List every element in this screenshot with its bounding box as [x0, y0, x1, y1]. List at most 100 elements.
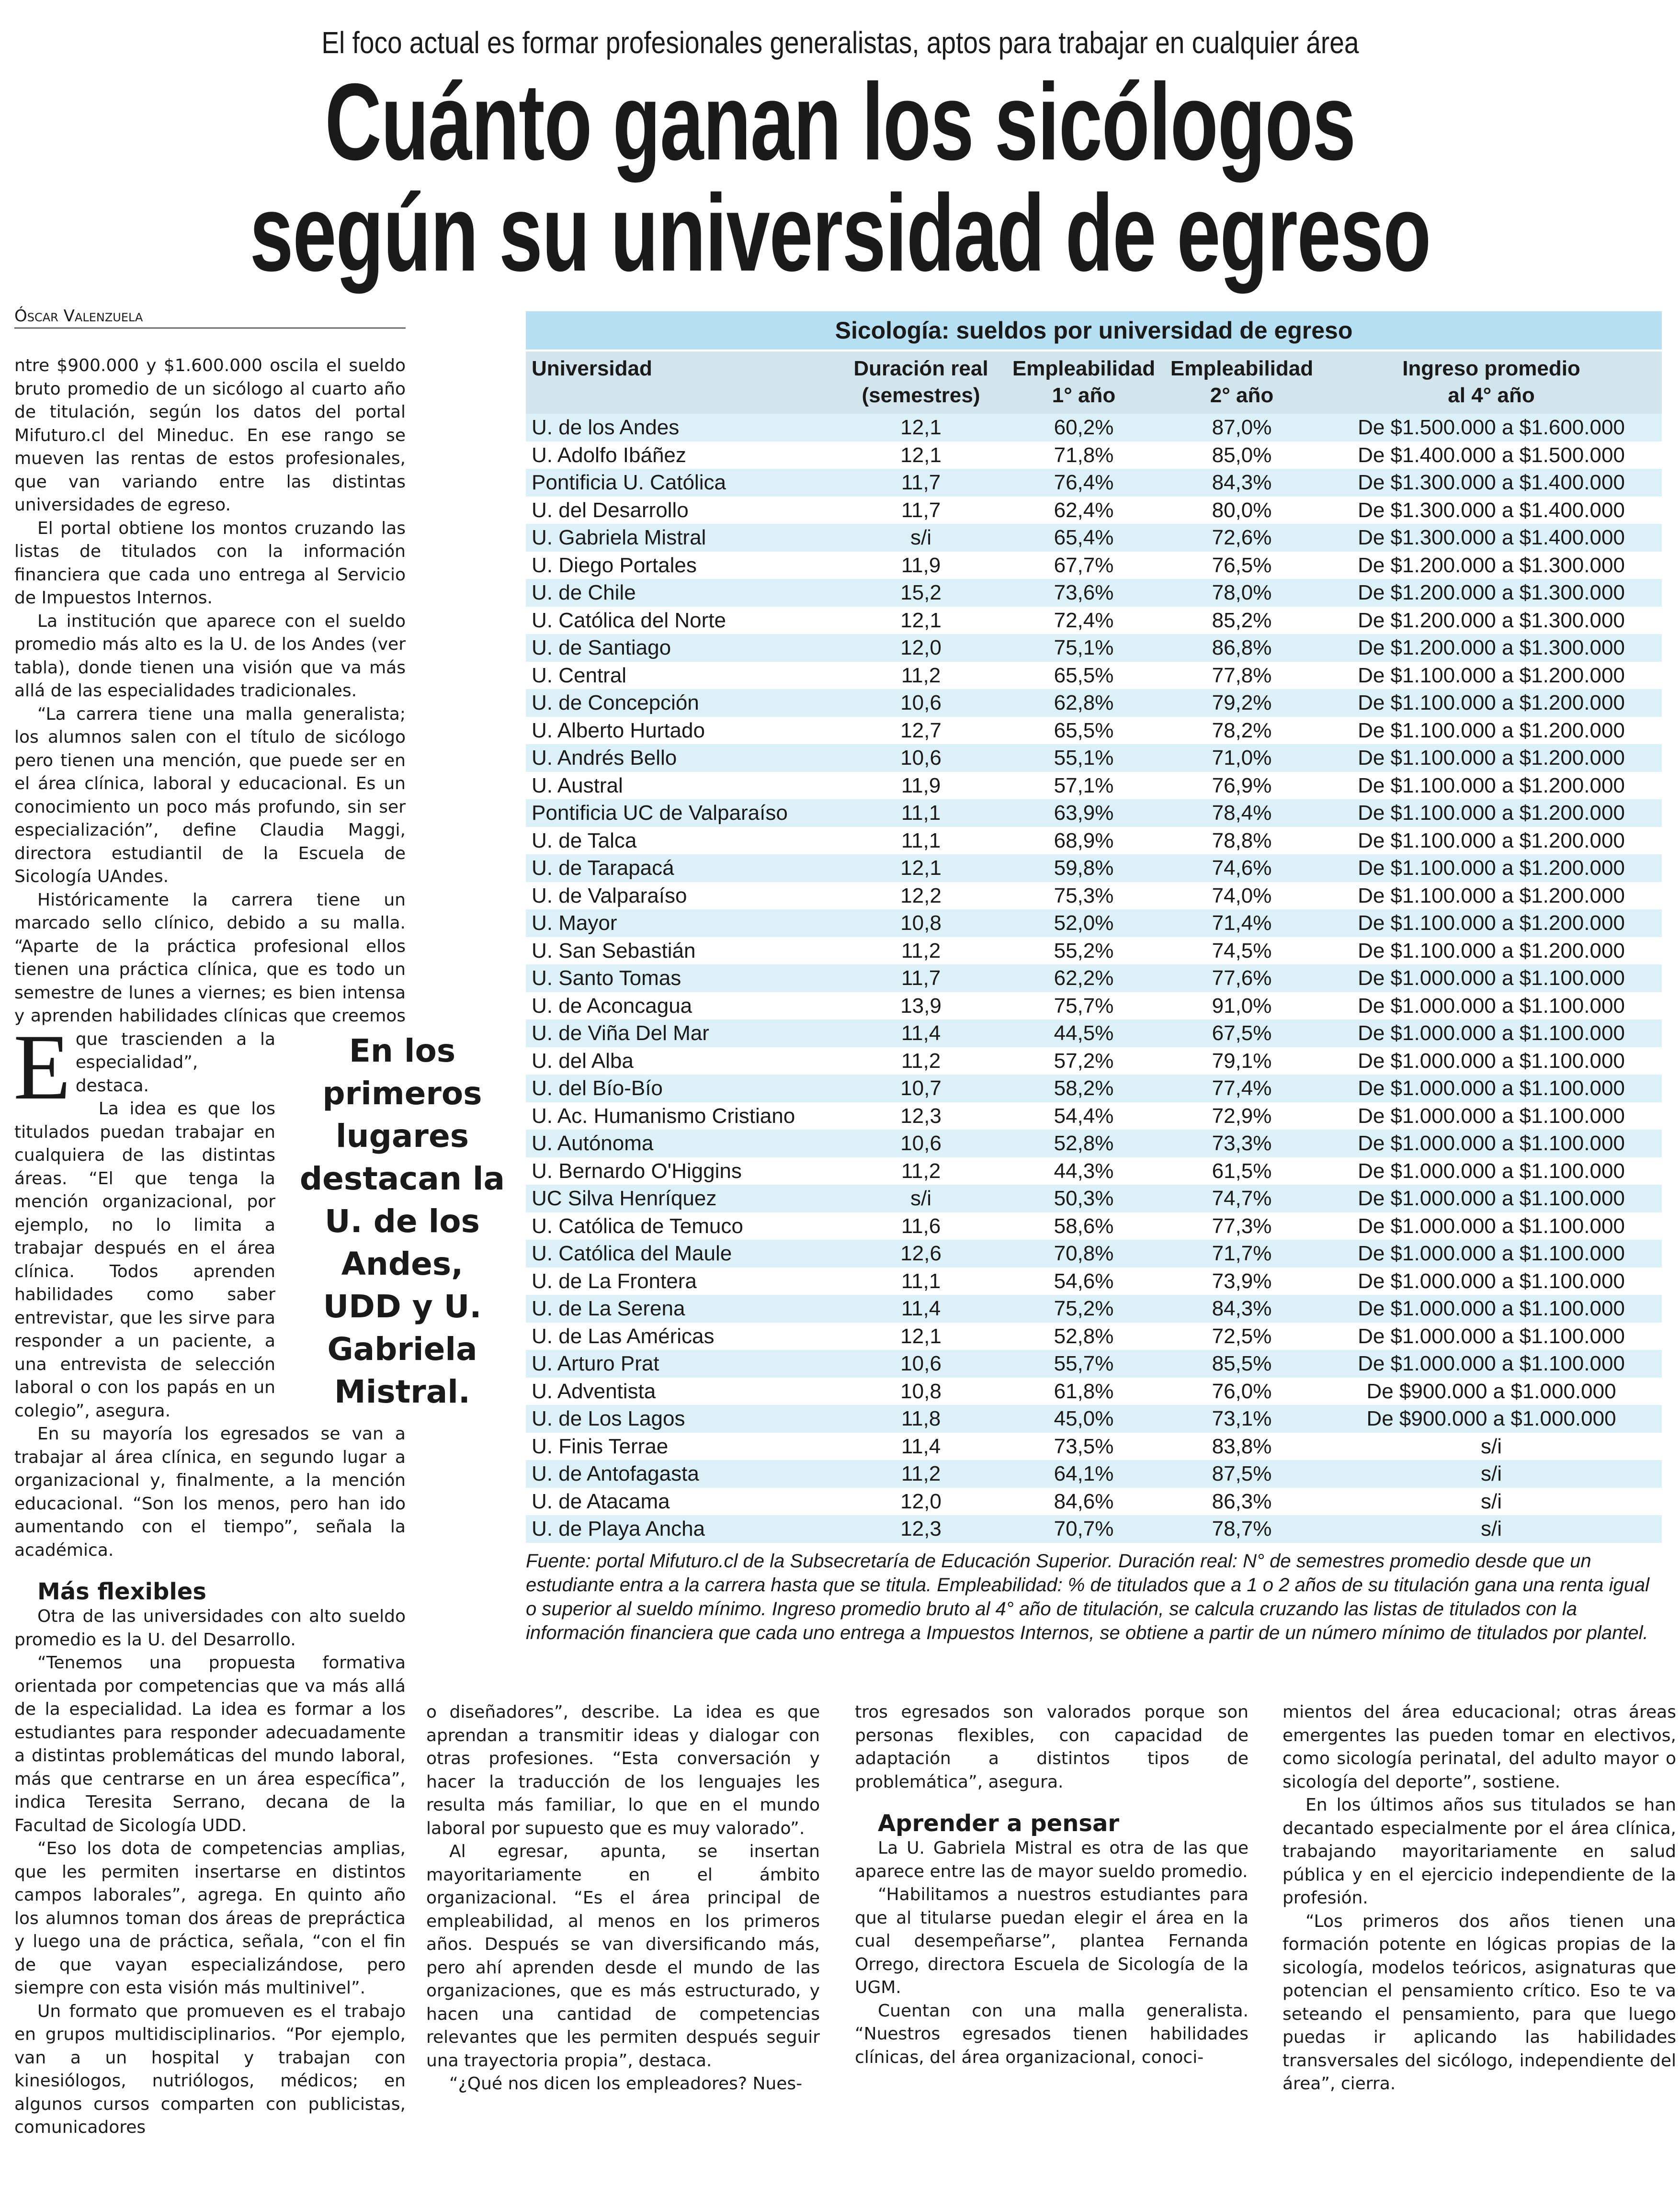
- table-cell: 44,3%: [1054, 1159, 1114, 1183]
- table-cell: s/i: [910, 1187, 931, 1210]
- paragraph: “¿Qué nos dicen los empleadores? Nues-: [426, 2072, 820, 2096]
- table-row: U. de Valparaíso 12,2 75,3% 74,0% De $1.100.…: [526, 882, 1662, 909]
- table-cell: 62,8%: [1054, 691, 1114, 714]
- table-cell: U. de Los Lagos: [532, 1407, 685, 1430]
- table-row: U. Autónoma 10,6 52,8% 73,3% De $1.000.000 a…: [526, 1130, 1662, 1157]
- table-row: Pontificia UC de Valparaíso 11,1 63,9% 78,4…: [526, 799, 1662, 827]
- column-header: Empleabilidad 1° año: [1005, 351, 1163, 414]
- table-cell: 11,7: [901, 498, 941, 522]
- pull-quote-text: En los primeros lugares destacan la U. d…: [299, 1032, 505, 1410]
- table-cell: 11,2: [901, 663, 941, 687]
- column-header: Duración real (semestres): [837, 351, 1005, 414]
- paragraph-text: “Eso los dota de competencias amplias, q…: [14, 1839, 406, 1998]
- table-cell: 12,7: [900, 718, 942, 742]
- table-cell: 86,3%: [1212, 1489, 1272, 1513]
- table-cell: 61,5%: [1212, 1159, 1272, 1183]
- table-cell: 10,6: [900, 1132, 942, 1155]
- table-row: U. Finis Terrae 11,4 73,5% 83,8% s/i: [526, 1432, 1662, 1460]
- table-cell: 79,2%: [1212, 691, 1272, 714]
- table-cell: U. del Bío-Bío: [532, 1076, 663, 1100]
- table-cell: U. San Sebastián: [532, 939, 696, 962]
- table-cell: 83,8%: [1212, 1434, 1272, 1458]
- table-cell: U. Católica del Maule: [532, 1242, 732, 1265]
- paragraph: “Habilitamos a nuestros estudiantes para…: [855, 1883, 1249, 2000]
- table-cell: De $1.300.000 a $1.400.000: [1358, 526, 1625, 549]
- table-cell: De $1.000.000 a $1.100.000: [1358, 1021, 1625, 1045]
- table-cell: 72,4%: [1054, 608, 1114, 632]
- table-cell: U. de Valparaíso: [532, 883, 687, 907]
- table-cell: 44,5%: [1054, 1021, 1114, 1045]
- table-cell: 11,2: [901, 1462, 941, 1485]
- table-cell: s/i: [1481, 1517, 1502, 1540]
- article-column-3: tros egresados son valorados porque son …: [855, 1701, 1249, 2069]
- table-row: U. de La Frontera 11,1 54,6% 73,9% De $1.000…: [526, 1267, 1662, 1295]
- table-cell: De $1.000.000 a $1.100.000: [1358, 1352, 1625, 1375]
- table-cell: De $1.100.000 a $1.200.000: [1358, 801, 1625, 825]
- table-cell: De $1.200.000 a $1.300.000: [1358, 608, 1625, 632]
- table-cell: U. Arturo Prat: [532, 1352, 659, 1375]
- paragraph-text: Un formato que promueven es el trabajo e…: [14, 2001, 406, 2138]
- table-cell: 10,6: [900, 691, 942, 714]
- table-cell: De $1.000.000 a $1.100.000: [1358, 1159, 1625, 1183]
- paragraph-text: La institución que aparece con el sueldo…: [14, 611, 406, 701]
- paragraph: Otra de las universidades con alto sueld…: [14, 1605, 406, 1652]
- section-subheading: Aprender a pensar: [878, 1810, 1120, 1837]
- table-cell: 12,3: [900, 1104, 942, 1128]
- paragraph-text: Otra de las universidades con alto sueld…: [14, 1607, 406, 1650]
- table-row: U. de Antofagasta 11,2 64,1% 87,5% s/i: [526, 1460, 1662, 1488]
- table-cell: U. Adventista: [532, 1379, 656, 1403]
- paragraph-text: En su mayoría los egresados se van a tra…: [14, 1424, 406, 1560]
- table-cell: 11,8: [901, 1407, 941, 1430]
- salary-table: Sicología: sueldos por universidad de eg…: [526, 311, 1662, 1543]
- article-column-2: o diseñadores”, describe. La idea es que…: [426, 1701, 820, 2096]
- table-cell: 13,9: [900, 994, 942, 1018]
- table-footnote: Fuente: portal Mifuturo.cl de la Subsecr…: [526, 1551, 1650, 1643]
- table-cell: s/i: [1481, 1489, 1502, 1513]
- table-row: U. Central 11,2 65,5% 77,8% De $1.100.000 a …: [526, 661, 1662, 689]
- paragraph-text: “Los primeros dos años tienen una formac…: [1283, 1911, 1676, 2094]
- paragraph: La institución que aparece con el sueldo…: [14, 610, 406, 703]
- table-row: U. Alberto Hurtado 12,7 65,5% 78,2% De $1.10…: [526, 716, 1662, 744]
- table-row: U. Andrés Bello 10,6 55,1% 71,0% De $1.100.0…: [526, 744, 1662, 772]
- table-cell: 73,1%: [1212, 1407, 1272, 1430]
- table-cell: 85,0%: [1212, 443, 1272, 467]
- table-row: U. Adolfo Ibáñez 12,1 71,8% 85,0% De $1.400.…: [526, 441, 1662, 469]
- table-cell: 12,1: [900, 1324, 942, 1348]
- table-cell: 10,6: [900, 1352, 942, 1375]
- paragraph-text: o diseñadores”, describe. La idea es que…: [426, 1702, 820, 1838]
- table-cell: 12,1: [900, 608, 942, 632]
- table-cell: 12,0: [900, 636, 942, 659]
- table-row: U. de Talca 11,1 68,9% 78,8% De $1.100.000 a…: [526, 827, 1662, 854]
- table-body: U. de los Andes 12,1 60,2% 87,0% De $1.500.0…: [526, 414, 1662, 1543]
- table-row: U. Católica del Maule 12,6 70,8% 71,7% De $1…: [526, 1240, 1662, 1268]
- column-header-line: Ingreso promedio: [1402, 357, 1580, 380]
- table-row: U. del Bío-Bío 10,7 58,2% 77,4% De $1.000.00…: [526, 1075, 1662, 1102]
- table-cell: 59,8%: [1054, 856, 1114, 880]
- table-cell: 70,7%: [1054, 1517, 1114, 1540]
- table-cell: 78,8%: [1212, 828, 1272, 852]
- table-cell: De $1.200.000 a $1.300.000: [1358, 553, 1625, 577]
- table-cell: 86,8%: [1212, 636, 1272, 659]
- table-cell: s/i: [1481, 1434, 1502, 1458]
- table-cell: U. Alberto Hurtado: [532, 718, 705, 742]
- table-cell: De $1.000.000 a $1.100.000: [1358, 1269, 1625, 1293]
- table-cell: s/i: [1481, 1462, 1502, 1485]
- table-cell: De $1.500.000 a $1.600.000: [1358, 416, 1625, 439]
- table-row: U. de Concepción 10,6 62,8% 79,2% De $1.100.…: [526, 689, 1662, 717]
- table-cell: 79,1%: [1212, 1049, 1272, 1073]
- table-row: U. de Viña Del Mar 11,4 44,5% 67,5% De $1.00…: [526, 1019, 1662, 1047]
- table-row: U. Católica de Temuco 11,6 58,6% 77,3% De $1…: [526, 1212, 1662, 1240]
- paragraph-text: Históricamente la carrera tiene un marca…: [14, 890, 406, 1096]
- headline-line-2: según su universidad de egreso: [250, 172, 1431, 294]
- table-cell: 74,7%: [1212, 1187, 1272, 1210]
- table-cell: 58,6%: [1054, 1214, 1114, 1238]
- paragraph: Al egresar, apunta, se insertan mayorita…: [426, 1840, 820, 2072]
- table-row: Pontificia U. Católica 11,7 76,4% 84,3% De $…: [526, 469, 1662, 497]
- table-cell: 75,1%: [1054, 636, 1114, 659]
- table-cell: 11,9: [901, 553, 941, 577]
- table-cell: De $1.100.000 a $1.200.000: [1358, 883, 1625, 907]
- paragraph-text: “¿Qué nos dicen los empleadores? Nues-: [449, 2074, 803, 2094]
- table-row: U. de Las Américas 12,1 52,8% 72,5% De $1.00…: [526, 1322, 1662, 1350]
- table-cell: 55,7%: [1054, 1352, 1114, 1375]
- paragraph: Cuentan con una malla generalista. “Nues…: [855, 2000, 1249, 2070]
